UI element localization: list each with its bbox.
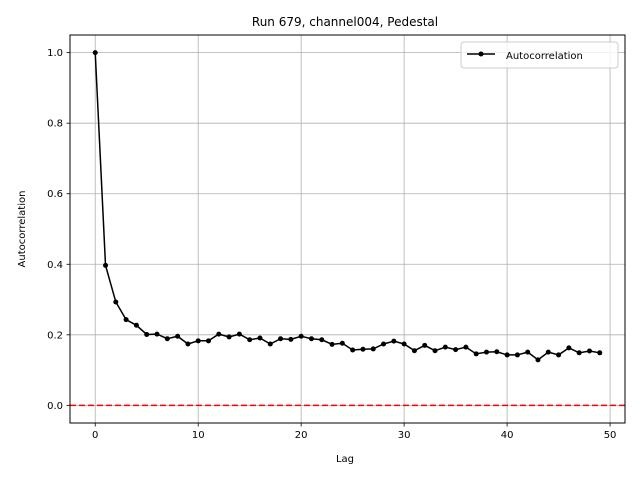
data-point	[370, 346, 376, 352]
y-tick-label: 0.8	[47, 119, 63, 130]
data-point	[154, 331, 160, 337]
y-tick-label: 0.4	[47, 260, 63, 271]
axis-ticks: 0 10 20 30 40 50 0.0 0.2 0.4 0.6 0.8 1.0	[47, 48, 616, 441]
chart-title: Run 679, channel004, Pedestal	[252, 15, 438, 29]
data-point	[319, 337, 325, 343]
data-point	[257, 335, 263, 341]
data-point	[411, 348, 417, 354]
data-point	[463, 344, 469, 350]
data-point	[484, 349, 490, 355]
x-tick-label: 30	[398, 430, 411, 441]
data-point	[350, 347, 356, 353]
data-point	[329, 341, 335, 347]
data-point	[576, 350, 582, 356]
data-point	[236, 331, 242, 337]
data-point	[298, 333, 304, 339]
data-point	[391, 338, 397, 344]
data-point	[308, 336, 314, 342]
x-tick-label: 50	[604, 430, 617, 441]
data-point	[133, 322, 139, 328]
x-tick-label: 20	[295, 430, 308, 441]
data-point	[144, 331, 150, 337]
data-point	[278, 336, 284, 342]
y-tick-label: 0.6	[47, 189, 63, 200]
x-axis-label: Lag	[336, 454, 354, 465]
data-point	[597, 350, 603, 356]
data-point	[473, 351, 479, 357]
data-point	[381, 341, 387, 347]
data-point	[216, 331, 222, 337]
plot-frame	[69, 34, 626, 424]
data-point	[226, 334, 232, 340]
y-tick-label: 1.0	[47, 48, 63, 59]
legend: Autocorrelation	[460, 41, 619, 69]
legend-label: Autocorrelation	[506, 51, 583, 62]
x-tick-label: 40	[501, 430, 514, 441]
data-point	[586, 348, 592, 354]
data-point	[566, 345, 572, 351]
data-point	[401, 341, 407, 347]
legend-box	[460, 41, 619, 69]
data-point	[360, 346, 366, 352]
legend-marker	[478, 51, 484, 57]
data-point	[494, 349, 500, 355]
data-point	[175, 333, 181, 339]
data-point	[504, 352, 510, 358]
x-tick-label: 0	[92, 430, 98, 441]
y-axis-label: Autocorrelation	[17, 191, 28, 268]
y-tick-label: 0.2	[47, 330, 63, 341]
data-point	[103, 262, 109, 268]
data-point	[545, 349, 551, 355]
data-point	[205, 338, 211, 344]
data-point	[185, 341, 191, 347]
data-point	[442, 344, 448, 350]
data-point	[92, 50, 98, 56]
data-point	[535, 357, 541, 363]
grid-lines	[70, 35, 625, 423]
data-point	[164, 336, 170, 342]
data-point	[432, 348, 438, 354]
data-point	[453, 347, 459, 353]
data-point	[123, 317, 129, 323]
data-point	[525, 349, 531, 355]
x-tick-label: 10	[192, 430, 205, 441]
data-point	[514, 352, 520, 358]
data-point	[556, 352, 562, 358]
data-point	[247, 337, 253, 343]
data-point	[195, 338, 201, 344]
data-point	[267, 341, 273, 347]
series-group	[92, 50, 603, 363]
data-point	[339, 340, 345, 346]
data-point	[288, 336, 294, 342]
y-tick-label: 0.0	[47, 401, 63, 412]
data-point	[422, 342, 428, 348]
data-point	[113, 299, 119, 305]
